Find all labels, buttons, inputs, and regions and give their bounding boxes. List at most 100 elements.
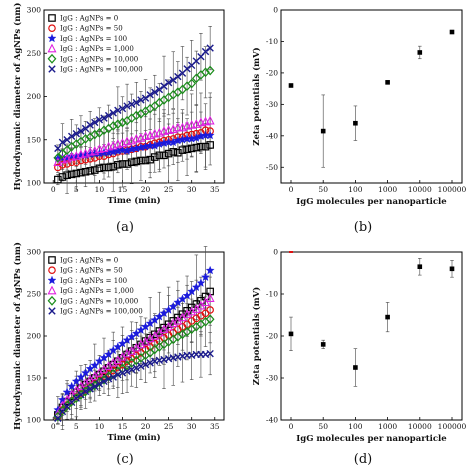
x-tick-label: 10000 xyxy=(408,185,432,194)
legend-entry: IgG : AgNPs = 50 xyxy=(60,267,123,275)
data-point xyxy=(174,148,182,157)
data-point xyxy=(123,102,131,110)
legend-marker xyxy=(47,53,57,64)
x-axis-label: Time (min) xyxy=(107,195,160,206)
data-point xyxy=(187,78,197,89)
x-tick-label: 15 xyxy=(118,422,128,431)
data-point xyxy=(113,119,123,130)
data-point xyxy=(417,264,423,269)
legend-marker xyxy=(47,275,57,285)
data-point xyxy=(205,265,215,275)
x-axis-label: IgG molecules per nanoparticle xyxy=(296,197,447,207)
data-point xyxy=(81,387,90,396)
data-point xyxy=(63,171,71,180)
data-point xyxy=(192,143,201,152)
legend-marker xyxy=(47,285,57,295)
x-tick-label: 5 xyxy=(74,422,79,431)
data-point xyxy=(201,47,210,56)
legend-entry: IgG : AgNPs = 1,000 xyxy=(60,45,134,53)
data-point xyxy=(206,349,214,358)
panel-label: (c) xyxy=(116,452,133,467)
data-point xyxy=(123,367,131,375)
data-point xyxy=(201,142,210,151)
y-tick-label: 250 xyxy=(27,49,42,58)
data-point xyxy=(131,110,141,121)
y-tick-label: 0 xyxy=(273,248,278,257)
data-point xyxy=(206,306,214,314)
data-point xyxy=(132,364,141,372)
data-point xyxy=(118,369,127,377)
data-point xyxy=(104,375,113,383)
data-point xyxy=(91,382,99,391)
data-point xyxy=(141,94,150,102)
x-tick-label: 10 xyxy=(95,422,105,431)
data-point xyxy=(77,168,85,177)
data-point xyxy=(385,314,390,320)
legend-entry: IgG : AgNPs = 100 xyxy=(60,277,127,285)
x-tick-label: 10000 xyxy=(408,422,432,431)
data-point xyxy=(62,387,72,397)
y-tick-label: -40 xyxy=(266,131,278,140)
y-tick-label: 100 xyxy=(27,416,42,425)
y-axis-label: Zeta potentials (mV) xyxy=(251,287,262,385)
data-point xyxy=(58,173,67,181)
data-point xyxy=(201,272,211,282)
data-point xyxy=(95,116,104,124)
data-point xyxy=(205,314,215,325)
data-point xyxy=(173,122,183,132)
y-tick-label: 0 xyxy=(273,6,278,15)
y-tick-label: -30 xyxy=(266,100,278,109)
x-tick-label: 0 xyxy=(51,185,56,194)
y-tick-label: 100 xyxy=(27,179,42,188)
data-point xyxy=(109,373,117,381)
legend-entry: IgG : AgNPs = 50 xyxy=(60,25,123,33)
x-tick-label: 100000 xyxy=(438,422,467,431)
data-point xyxy=(127,100,136,108)
data-point xyxy=(58,161,67,169)
data-point xyxy=(86,385,94,393)
data-point xyxy=(132,157,141,166)
x-tick-label: 0 xyxy=(51,422,56,431)
data-point xyxy=(155,85,164,94)
data-point xyxy=(146,91,154,99)
data-point xyxy=(174,72,182,81)
data-point xyxy=(146,359,154,367)
x-tick-label: 50 xyxy=(318,422,328,431)
data-point xyxy=(72,394,81,402)
data-point xyxy=(53,153,63,163)
data-point xyxy=(160,151,168,160)
data-point xyxy=(206,141,214,149)
data-point xyxy=(385,80,390,85)
data-point xyxy=(81,133,90,144)
data-point xyxy=(81,167,90,176)
data-point xyxy=(104,163,113,172)
data-point xyxy=(81,124,90,133)
data-point xyxy=(77,391,85,399)
data-point xyxy=(72,130,81,138)
legend-marker xyxy=(47,33,57,43)
data-point xyxy=(100,377,108,386)
data-point xyxy=(104,111,113,120)
data-point xyxy=(54,175,62,184)
data-point xyxy=(72,169,81,178)
x-tick-label: 100 xyxy=(348,185,363,194)
data-point xyxy=(205,293,215,302)
data-point xyxy=(449,29,455,35)
data-point xyxy=(205,130,215,140)
x-tick-label: 0 xyxy=(289,185,294,194)
data-point xyxy=(137,96,145,104)
data-point xyxy=(201,67,210,78)
data-point xyxy=(288,331,294,337)
legend-marker xyxy=(48,65,56,73)
data-point xyxy=(99,125,109,136)
data-point xyxy=(449,266,455,272)
data-point xyxy=(205,65,215,76)
data-point xyxy=(109,109,117,117)
data-point xyxy=(353,120,358,126)
data-point xyxy=(353,365,358,370)
legend-entry: IgG : AgNPs = 100 xyxy=(60,35,127,43)
y-tick-label: -50 xyxy=(266,163,278,172)
legend-entry: IgG : AgNPs = 1,000 xyxy=(60,287,134,295)
data-point xyxy=(127,365,136,374)
